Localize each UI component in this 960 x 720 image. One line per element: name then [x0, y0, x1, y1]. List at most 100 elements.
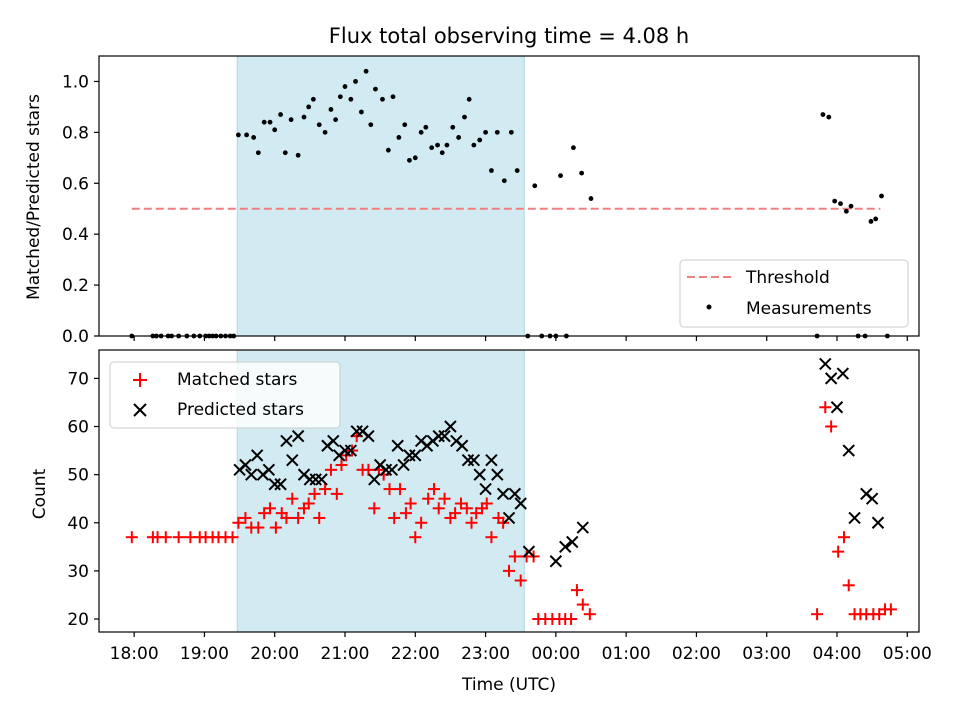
matched-star-marker: [825, 420, 838, 433]
predicted-star-marker: [250, 449, 264, 462]
x-tick-label: 04:00: [813, 644, 862, 664]
measurement-point: [444, 142, 450, 148]
measurement-point: [832, 198, 838, 204]
top-observing-window-shade: [236, 55, 525, 337]
measurement-point: [435, 142, 440, 148]
matched-star-marker: [286, 492, 299, 505]
legend-measurements-swatch: [706, 304, 712, 310]
predicted-star-marker: [379, 463, 393, 477]
predicted-star-marker: [368, 473, 381, 486]
measurement-point: [267, 119, 273, 125]
x-tick-label: 00:00: [531, 644, 580, 664]
measurement-point: [450, 124, 456, 130]
matched-star-marker: [388, 511, 401, 524]
matched-star-marker: [125, 531, 138, 544]
predicted-star-marker: [362, 429, 375, 443]
predicted-star-marker: [830, 401, 844, 414]
measurement-point: [456, 135, 462, 140]
measurement-point: [288, 117, 294, 123]
matched-star-marker: [264, 502, 277, 515]
predicted-star-marker: [842, 444, 855, 457]
measurement-point: [328, 107, 334, 112]
measurement-point: [514, 168, 520, 173]
predicted-star-marker: [444, 420, 457, 433]
matched-star-marker: [514, 574, 527, 587]
predicted-star-marker: [268, 478, 281, 491]
matched-star-marker: [438, 492, 451, 505]
matched-star-marker: [239, 511, 252, 524]
matched-star-marker: [404, 497, 417, 510]
matched-star-marker: [269, 521, 282, 534]
predicted-star-marker: [403, 449, 416, 462]
predicted-star-marker: [397, 458, 410, 472]
predicted-star-marker: [461, 453, 475, 467]
matched-star-marker: [330, 487, 343, 500]
predicted-star-marker: [344, 444, 358, 457]
y-tick-label: 60: [67, 418, 89, 438]
matched-star-marker: [409, 531, 422, 544]
predicted-stars-points: [233, 357, 885, 568]
predicted-star-marker: [502, 511, 516, 525]
measurement-point: [316, 122, 322, 128]
measurement-point: [353, 79, 358, 84]
measurement-point: [571, 145, 576, 151]
predicted-star-marker: [824, 372, 838, 385]
measurement-point: [359, 109, 364, 115]
measurement-point: [348, 96, 354, 102]
matched-star-marker: [394, 483, 407, 496]
predicted-star-marker: [245, 468, 258, 481]
measurement-point: [272, 127, 278, 133]
matched-star-marker: [570, 584, 583, 597]
matched-star-marker: [324, 463, 337, 476]
matched-star-marker: [465, 516, 478, 529]
x-tick-label: 20:00: [250, 644, 299, 664]
predicted-star-marker: [455, 439, 469, 452]
y-tick-label: 0.8: [62, 123, 89, 143]
x-tick-label: 23:00: [461, 644, 510, 664]
measurement-point: [236, 132, 241, 138]
matched-star-marker: [460, 502, 473, 515]
predicted-star-marker: [514, 497, 527, 510]
measurement-point: [508, 129, 514, 135]
measurement-point: [466, 96, 472, 102]
predicted-star-marker: [280, 434, 293, 448]
matched-star-marker: [432, 502, 445, 515]
measurement-point: [848, 203, 854, 209]
y-tick-label: 0.4: [62, 225, 89, 245]
matched-star-marker: [292, 511, 305, 524]
measurement-point: [501, 178, 507, 184]
top-y-axis: 0.0 0.2 0.4 0.6 0.8 1.0: [62, 72, 99, 347]
measurement-point: [278, 112, 283, 117]
bottom-panel: 18:00 19:00 20:00 21:00 22:00 23:00 00:00 01:00…: [30, 349, 932, 695]
predicted-star-marker: [491, 468, 504, 481]
predicted-star-marker: [508, 487, 522, 501]
predicted-star-marker: [522, 545, 536, 558]
legend-predicted-label: Predicted stars: [177, 400, 304, 420]
measurement-point: [843, 208, 849, 214]
predicted-star-marker: [473, 468, 486, 481]
measurement-point: [373, 86, 378, 92]
predicted-star-marker: [291, 429, 305, 443]
matched-star-marker: [422, 492, 435, 505]
legend-threshold-label: Threshold: [745, 268, 830, 288]
measurement-point: [483, 129, 488, 135]
matched-star-marker: [503, 564, 515, 577]
measurement-point: [873, 216, 879, 222]
predicted-star-marker: [338, 444, 352, 457]
measurement-point: [342, 84, 348, 89]
measurement-point: [380, 96, 385, 102]
measurement-point: [322, 129, 328, 135]
bottom-axes-frame: [98, 349, 920, 633]
measurement-point: [588, 196, 594, 201]
matched-star-marker: [565, 613, 578, 626]
measurement-point: [423, 124, 429, 130]
matched-star-marker: [838, 531, 851, 544]
predicted-star-marker: [865, 492, 879, 505]
predicted-star-marker: [303, 473, 317, 486]
x-tick-label: 05:00: [883, 644, 932, 664]
y-tick-label: 1.0: [62, 72, 89, 92]
x-tick-label: 22:00: [391, 644, 440, 664]
y-tick-label: 40: [67, 514, 89, 534]
x-tick-label: 01:00: [602, 644, 651, 664]
top-legend: Threshold Measurements: [679, 259, 909, 328]
